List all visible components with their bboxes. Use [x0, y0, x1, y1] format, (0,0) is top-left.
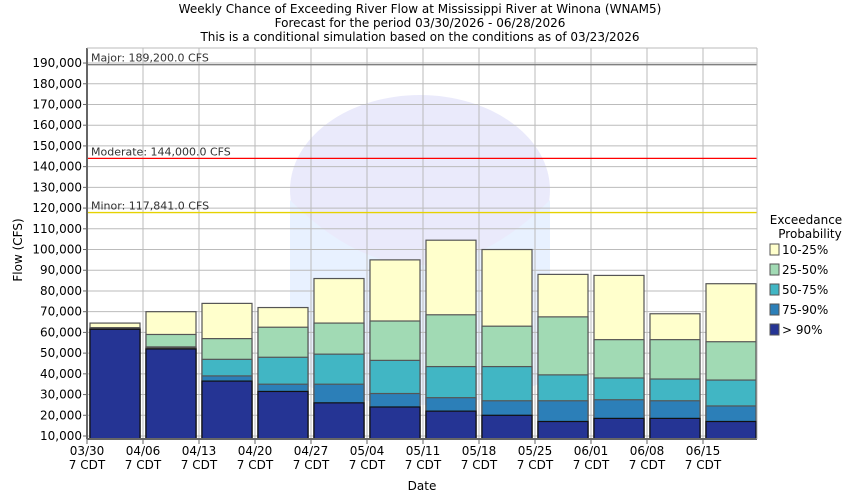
y-tick-label: 180,000 — [32, 77, 82, 91]
legend-label: 75-90% — [782, 303, 828, 317]
x-axis-label: Date — [408, 479, 437, 493]
x-tick-label: 06/01 — [574, 444, 609, 458]
bar-segment — [145, 348, 197, 440]
y-tick-label: 60,000 — [40, 325, 82, 339]
x-tick-sublabel: 7 CDT — [685, 458, 722, 472]
x-tick-label: 04/13 — [182, 444, 217, 458]
x-tick-sublabel: 7 CDT — [405, 458, 442, 472]
x-tick-sublabel: 7 CDT — [461, 458, 498, 472]
legend-label: > 90% — [782, 323, 823, 337]
legend-label: 25-50% — [782, 263, 828, 277]
x-tick-sublabel: 7 CDT — [629, 458, 666, 472]
bar-segment — [201, 380, 253, 440]
y-axis-label: Flow (CFS) — [11, 218, 25, 281]
legend-label: 10-25% — [782, 243, 828, 257]
legend: Exceedance Probability 10-25% 25-50% 50-75… — [769, 213, 842, 337]
bar-segment — [257, 390, 309, 440]
y-tick-label: 150,000 — [32, 139, 82, 153]
bar-segment — [481, 414, 533, 440]
x-tick-sublabel: 7 CDT — [349, 458, 386, 472]
x-tick-label: 05/04 — [350, 444, 385, 458]
y-tick-label: 40,000 — [40, 367, 82, 381]
legend-title-1: Exceedance — [770, 213, 842, 227]
bar-segment — [369, 406, 421, 440]
y-tick-label: 90,000 — [40, 263, 82, 277]
x-tick-sublabel: 7 CDT — [125, 458, 162, 472]
legend-swatch — [769, 263, 780, 276]
threshold-label: Major: 189,200.0 CFS — [91, 52, 209, 65]
y-tick-label: 190,000 — [32, 56, 82, 70]
y-tick-label: 140,000 — [32, 160, 82, 174]
bar-segment — [593, 417, 645, 440]
x-tick-label: 03/30 — [70, 444, 105, 458]
legend-title-2: Probability — [778, 227, 841, 241]
bar-segment — [89, 328, 141, 440]
x-tick-label: 06/15 — [686, 444, 721, 458]
y-tick-label: 70,000 — [40, 305, 82, 319]
y-tick-label: 80,000 — [40, 284, 82, 298]
threshold-label: Moderate: 144,000.0 CFS — [91, 145, 231, 158]
x-tick-sublabel: 7 CDT — [181, 458, 218, 472]
x-tick-label: 05/11 — [406, 444, 441, 458]
x-tick-label: 04/06 — [126, 444, 161, 458]
x-tick-sublabel: 7 CDT — [517, 458, 554, 472]
legend-swatch — [769, 323, 780, 336]
x-tick-label: 05/25 — [518, 444, 553, 458]
chart-title-3: This is a conditional simulation based o… — [199, 30, 639, 44]
y-tick-label: 120,000 — [32, 201, 82, 215]
bar-segment — [425, 410, 477, 440]
legend-swatch — [769, 283, 780, 296]
x-tick-sublabel: 7 CDT — [237, 458, 274, 472]
y-tick-label: 50,000 — [40, 346, 82, 360]
legend-swatch — [769, 243, 780, 256]
y-tick-label: 130,000 — [32, 180, 82, 194]
x-tick-label: 06/08 — [630, 444, 665, 458]
x-tick-label: 04/27 — [294, 444, 329, 458]
y-tick-label: 100,000 — [32, 243, 82, 257]
x-tick-label: 05/18 — [462, 444, 497, 458]
legend-swatch — [769, 303, 780, 316]
bar-segment — [649, 417, 701, 440]
threshold-label: Minor: 117,841.0 CFS — [91, 200, 209, 213]
y-tick-label: 170,000 — [32, 97, 82, 111]
chart-title-1: Weekly Chance of Exceeding River Flow at… — [179, 2, 662, 16]
x-tick-sublabel: 7 CDT — [293, 458, 330, 472]
x-tick-sublabel: 7 CDT — [69, 458, 106, 472]
y-tick-label: 20,000 — [40, 408, 82, 422]
x-tick-label: 04/20 — [238, 444, 273, 458]
bar-segment — [705, 420, 757, 440]
y-tick-label: 30,000 — [40, 388, 82, 402]
y-tick-label: 10,000 — [40, 429, 82, 443]
y-tick-label: 160,000 — [32, 118, 82, 132]
chart-title-2: Forecast for the period 03/30/2026 - 06/… — [275, 16, 566, 30]
legend-label: 50-75% — [782, 283, 828, 297]
bar-segment — [537, 420, 589, 440]
bar-segment — [313, 402, 365, 440]
x-tick-sublabel: 7 CDT — [573, 458, 610, 472]
y-tick-label: 110,000 — [32, 222, 82, 236]
